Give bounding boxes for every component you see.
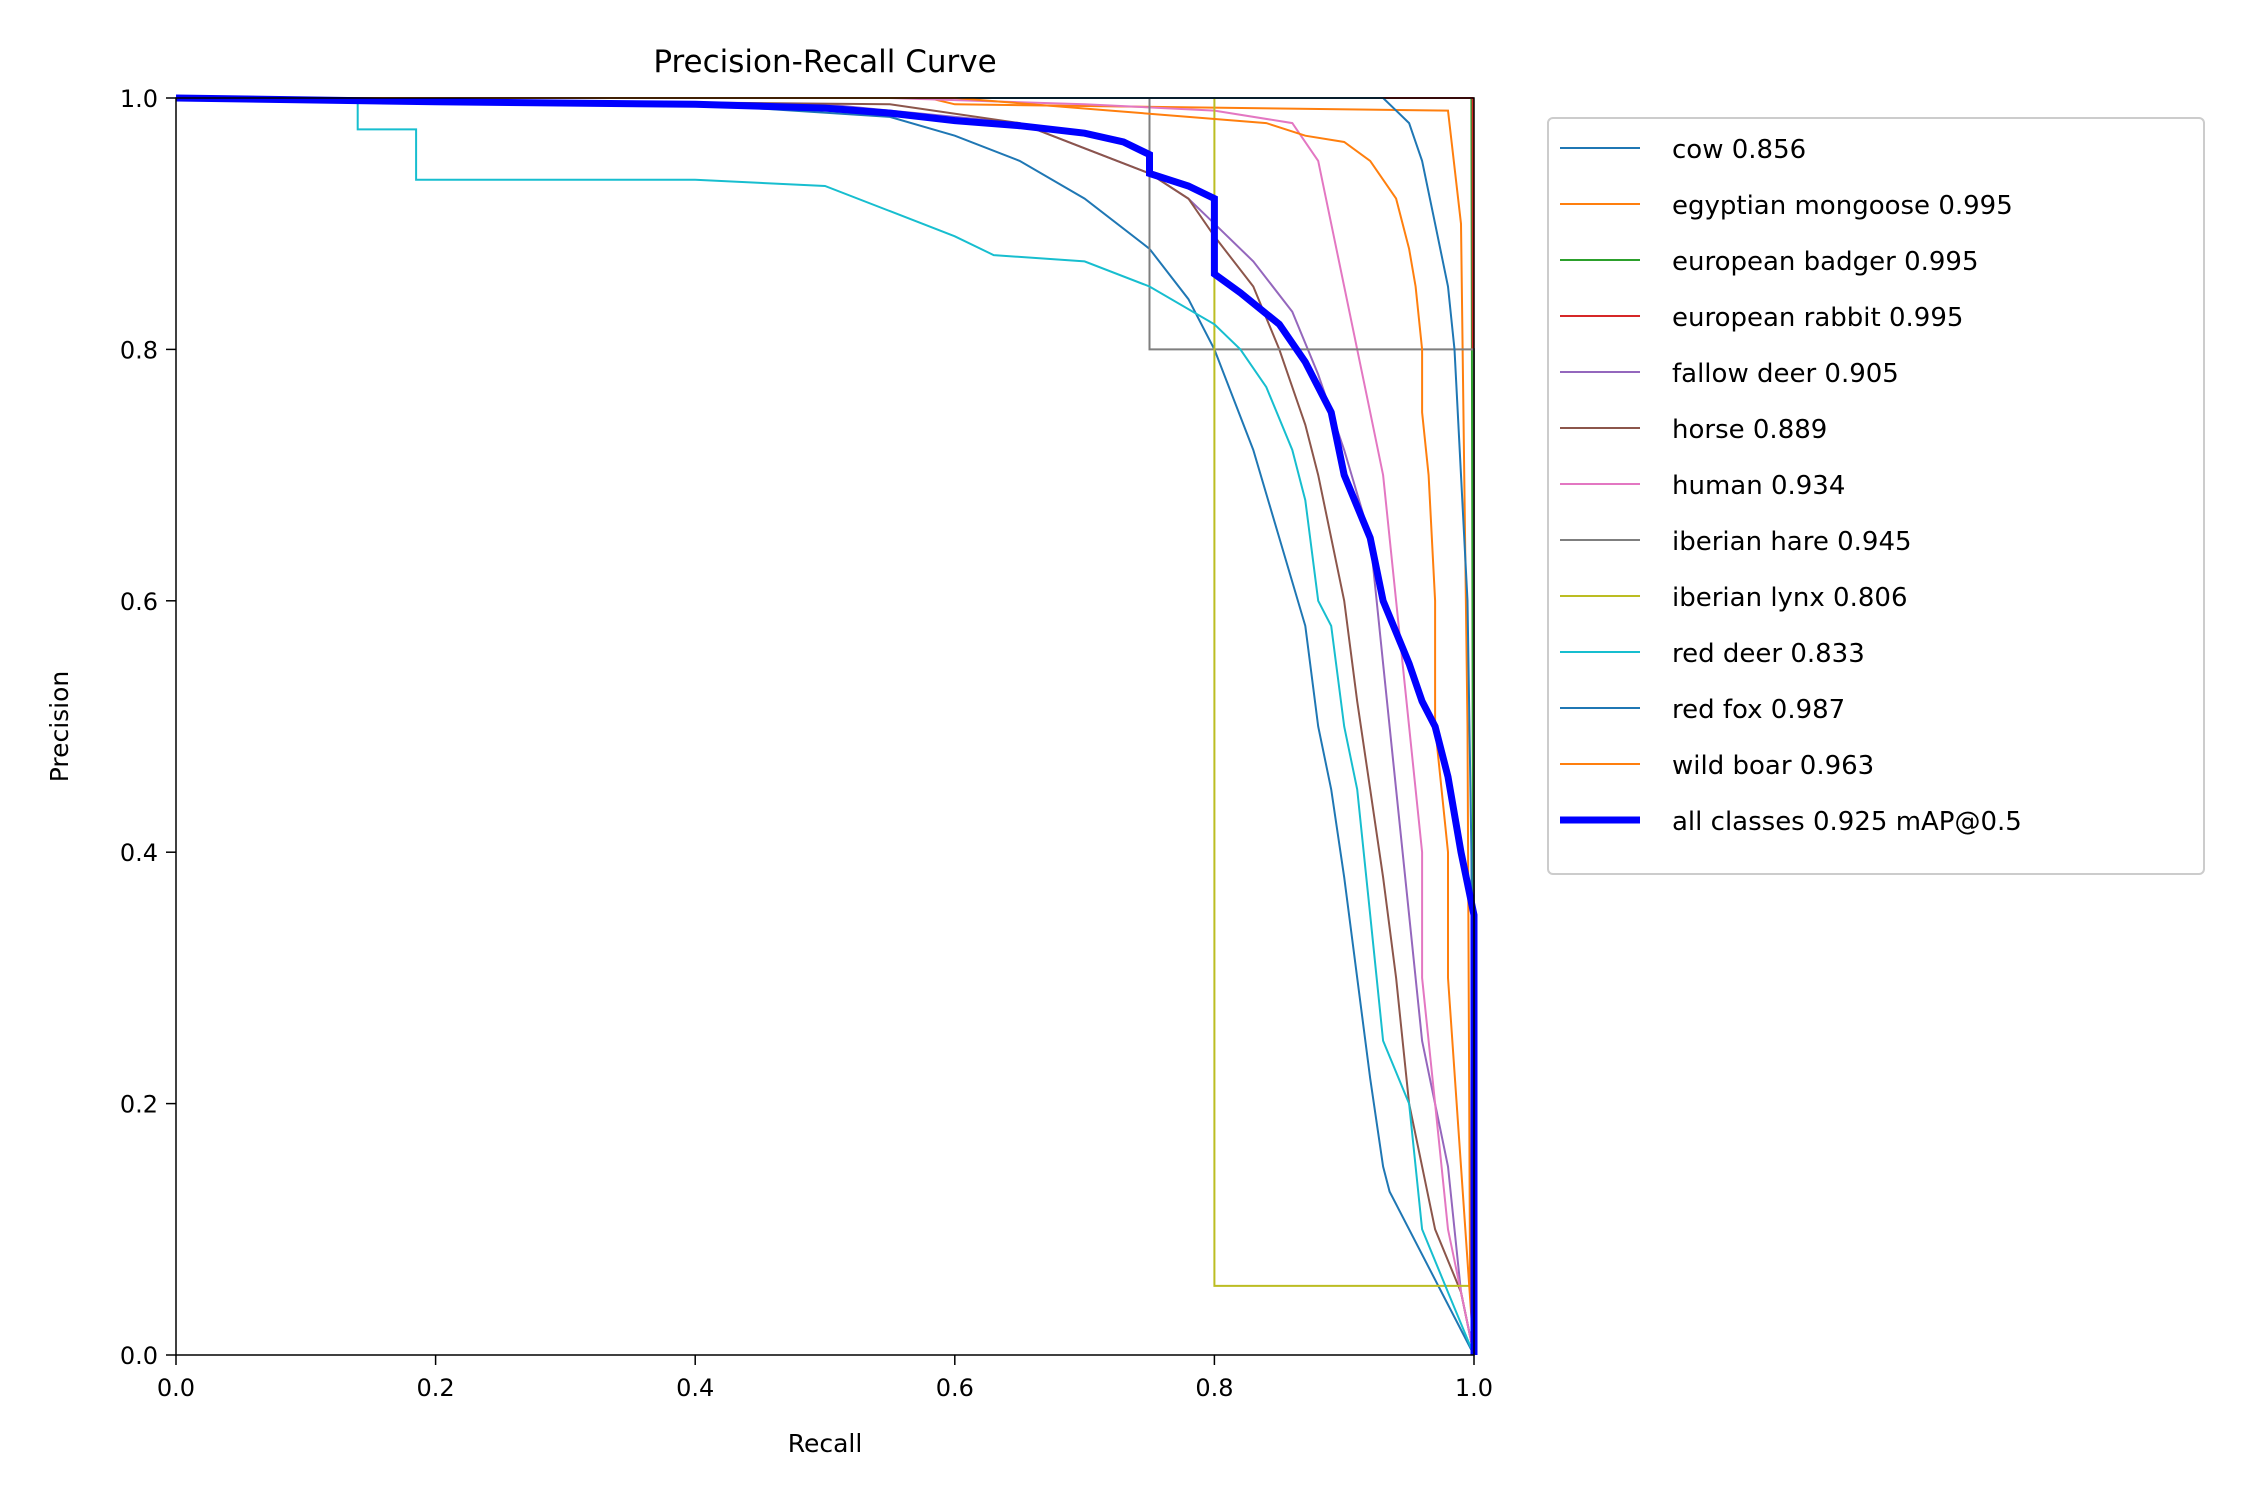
legend-item: red deer 0.833 [1560, 639, 1865, 669]
y-tick-label: 0.8 [120, 336, 158, 364]
y-tick-label: 0.4 [120, 839, 158, 867]
legend-label: iberian hare 0.945 [1672, 527, 1912, 557]
legend-item: all classes 0.925 mAP@0.5 [1560, 807, 2022, 837]
y-tick-label: 0.0 [120, 1342, 158, 1370]
series-line-10 [176, 97, 1475, 1355]
series-line-12 [175, 94, 1478, 1355]
legend-label: egyptian mongoose 0.995 [1672, 191, 2013, 221]
x-axis-title: Recall [788, 1429, 863, 1458]
legend-item: cow 0.856 [1560, 135, 1806, 165]
y-tick-label: 0.2 [120, 1091, 158, 1119]
x-tick-label: 0.2 [417, 1374, 455, 1402]
legend-label: iberian lynx 0.806 [1672, 583, 1908, 613]
y-tick-label: 0.6 [120, 588, 158, 616]
y-axis-title: Precision [45, 671, 74, 783]
plot-lines [175, 94, 1478, 1356]
series-line-2 [176, 97, 1475, 1356]
legend-item: egyptian mongoose 0.995 [1560, 191, 2013, 221]
x-tick-label: 0.6 [936, 1374, 974, 1402]
legend-item: iberian lynx 0.806 [1560, 583, 1908, 613]
legend-label: human 0.934 [1672, 471, 1845, 501]
legend: cow 0.856 egyptian mongoose 0.995 european… [1547, 117, 2205, 875]
x-tick-label: 0.0 [157, 1374, 195, 1402]
legend-item: european rabbit 0.995 [1560, 303, 1963, 333]
x-tick-label: 0.8 [1195, 1374, 1233, 1402]
chart-title: Precision-Recall Curve [653, 44, 996, 80]
x-tick-label: 1.0 [1455, 1374, 1493, 1402]
legend-item: red fox 0.987 [1560, 695, 1845, 725]
legend-item: iberian hare 0.945 [1560, 527, 1912, 557]
plot-frame [175, 97, 1475, 1356]
series-line-7 [176, 97, 1475, 1355]
legend-item: horse 0.889 [1560, 415, 1827, 445]
legend-item: european badger 0.995 [1560, 247, 1979, 277]
legend-label: red fox 0.987 [1672, 695, 1845, 725]
series-line-1 [176, 97, 1475, 1356]
series-line-9 [176, 97, 1475, 1356]
y-tick-label: 1.0 [120, 85, 158, 113]
series-line-6 [176, 97, 1475, 1356]
legend-label: fallow deer 0.905 [1672, 359, 1899, 389]
legend-box [1547, 117, 2205, 875]
y-axis: 0.0 0.2 0.4 0.6 0.8 1.0 [120, 85, 176, 1370]
series-line-4 [175, 97, 1475, 1356]
x-axis: 0.0 0.2 0.4 0.6 0.8 1.0 [157, 1355, 1493, 1402]
legend-label: cow 0.856 [1672, 135, 1806, 165]
legend-item: wild boar 0.963 [1560, 751, 1874, 781]
legend-label: red deer 0.833 [1672, 639, 1865, 669]
legend-item: human 0.934 [1560, 471, 1845, 501]
legend-label: all classes 0.925 mAP@0.5 [1672, 807, 2022, 837]
legend-label: wild boar 0.963 [1672, 751, 1874, 781]
legend-label: european badger 0.995 [1672, 247, 1979, 277]
legend-item: fallow deer 0.905 [1560, 359, 1899, 389]
series-line-8 [176, 97, 1475, 1355]
series-line-0 [175, 97, 1475, 1356]
series-line-11 [176, 97, 1475, 1356]
legend-label: european rabbit 0.995 [1672, 303, 1963, 333]
legend-label: horse 0.889 [1672, 415, 1827, 445]
series-line-3 [176, 97, 1475, 1355]
series-line-5 [175, 97, 1475, 1356]
x-tick-label: 0.4 [676, 1374, 714, 1402]
